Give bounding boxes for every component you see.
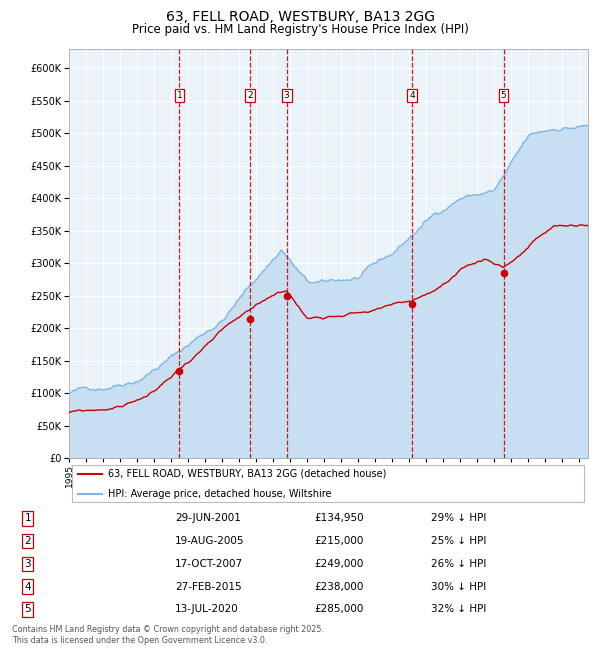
Text: 19-AUG-2005: 19-AUG-2005 [175, 536, 244, 546]
Text: 4: 4 [409, 92, 415, 100]
Text: 25% ↓ HPI: 25% ↓ HPI [431, 536, 487, 546]
Text: HPI: Average price, detached house, Wiltshire: HPI: Average price, detached house, Wilt… [108, 489, 331, 499]
Text: 29% ↓ HPI: 29% ↓ HPI [431, 514, 487, 523]
Text: £285,000: £285,000 [314, 604, 364, 614]
Text: 63, FELL ROAD, WESTBURY, BA13 2GG: 63, FELL ROAD, WESTBURY, BA13 2GG [166, 10, 434, 25]
Text: 1: 1 [25, 514, 31, 523]
Text: 63, FELL ROAD, WESTBURY, BA13 2GG (detached house): 63, FELL ROAD, WESTBURY, BA13 2GG (detac… [108, 469, 386, 478]
Text: £249,000: £249,000 [314, 559, 364, 569]
Text: 3: 3 [284, 92, 290, 100]
Text: 26% ↓ HPI: 26% ↓ HPI [431, 559, 487, 569]
Text: 13-JUL-2020: 13-JUL-2020 [175, 604, 239, 614]
Text: Price paid vs. HM Land Registry's House Price Index (HPI): Price paid vs. HM Land Registry's House … [131, 23, 469, 36]
Text: 1: 1 [176, 92, 182, 100]
Text: Contains HM Land Registry data © Crown copyright and database right 2025.
This d: Contains HM Land Registry data © Crown c… [12, 625, 324, 645]
Text: 2: 2 [25, 536, 31, 546]
Text: 30% ↓ HPI: 30% ↓ HPI [431, 582, 486, 592]
Text: 4: 4 [25, 582, 31, 592]
FancyBboxPatch shape [71, 465, 584, 502]
Text: £215,000: £215,000 [314, 536, 364, 546]
Text: 2: 2 [247, 92, 253, 100]
Text: £238,000: £238,000 [314, 582, 364, 592]
Text: 32% ↓ HPI: 32% ↓ HPI [431, 604, 487, 614]
Text: 3: 3 [25, 559, 31, 569]
Text: £134,950: £134,950 [314, 514, 364, 523]
Text: 5: 5 [25, 604, 31, 614]
Text: 29-JUN-2001: 29-JUN-2001 [175, 514, 241, 523]
Text: 27-FEB-2015: 27-FEB-2015 [175, 582, 242, 592]
Text: 17-OCT-2007: 17-OCT-2007 [175, 559, 243, 569]
Text: 5: 5 [501, 92, 506, 100]
